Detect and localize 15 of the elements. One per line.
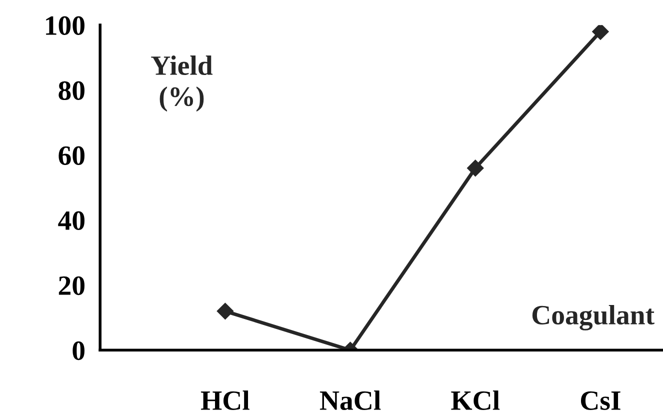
point <box>216 302 234 320</box>
y-axis-title: Yield (%) <box>151 56 213 112</box>
y-tick-label: 100 <box>46 16 84 35</box>
y-tick-label: 40 <box>58 211 84 230</box>
point <box>592 25 609 40</box>
y-tick-label: 60 <box>58 146 84 166</box>
x-tick-label: HCl <box>200 390 250 410</box>
y-tick-label: 80 <box>58 81 84 100</box>
y-tick-label: 0 <box>72 341 84 360</box>
x-tick-label: NaCl <box>320 390 381 410</box>
x-tick-label: CsI <box>580 391 620 410</box>
x-tick-label: KCl <box>451 390 500 410</box>
point <box>466 160 484 176</box>
x-axis-title: Coagulant <box>532 304 654 330</box>
y-tick-label: 20 <box>58 276 84 296</box>
